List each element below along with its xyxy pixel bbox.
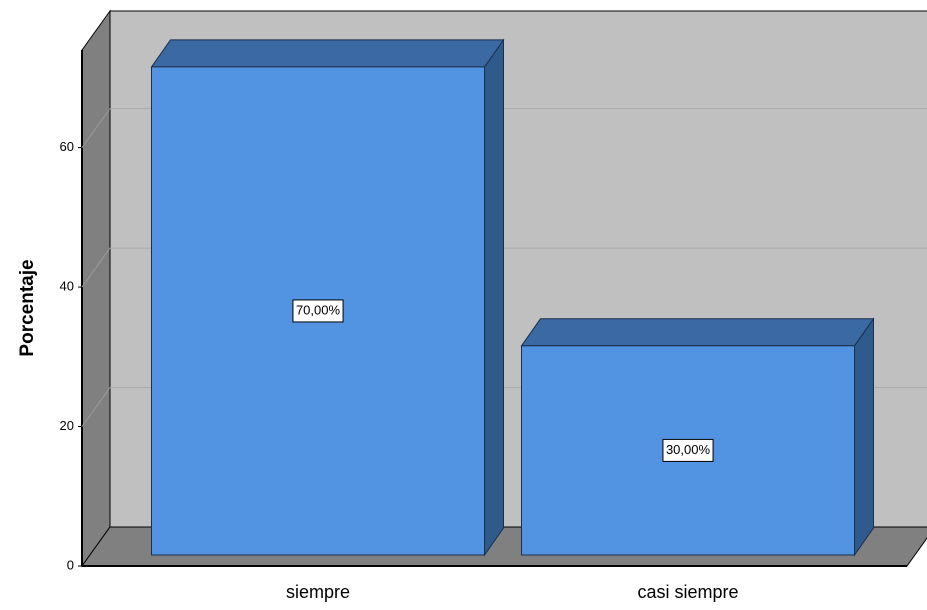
x-tick-label: casi siempre — [637, 582, 738, 602]
bar — [520, 317, 875, 557]
y-tick-label: 20 — [60, 418, 74, 433]
value-label-box — [292, 299, 344, 323]
x-tick-label: siempre — [286, 582, 350, 602]
y-tick-label: 0 — [67, 557, 74, 572]
left-wall — [81, 9, 111, 568]
y-tick-label: 60 — [60, 139, 74, 154]
y-tick-label: 40 — [60, 279, 74, 294]
bar-top — [520, 318, 875, 347]
bar-top — [150, 39, 505, 68]
value-label: 30,00% — [666, 442, 711, 457]
y-axis-label: Porcentaje — [17, 259, 38, 356]
grid-line-side — [81, 108, 111, 148]
grid-line-side — [81, 387, 111, 427]
bar-side — [484, 38, 504, 557]
bar — [150, 38, 505, 557]
grid-line-side — [81, 247, 111, 288]
bar-side — [854, 317, 874, 557]
value-label: 70,00% — [296, 302, 341, 317]
value-label-box — [662, 438, 714, 462]
